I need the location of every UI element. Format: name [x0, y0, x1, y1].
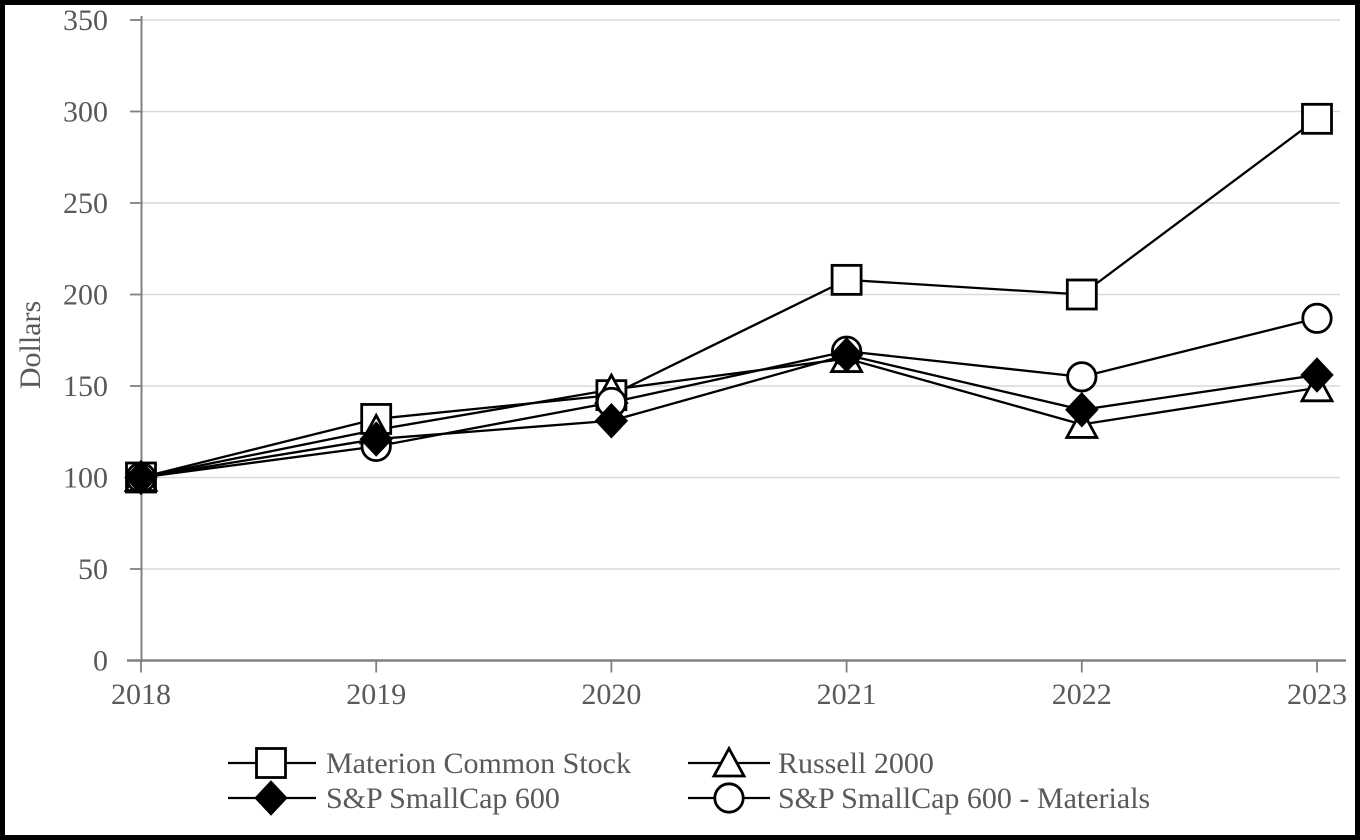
x-tick-label-2020: 2020 [581, 678, 641, 711]
diamond-marker-icon-2018 [124, 459, 158, 496]
series-line-materion-common-stock [140, 117, 1318, 479]
y-tick-label-150: 150 [63, 370, 108, 403]
legend-item-russell-2000: Russell 2000 [688, 745, 934, 780]
y-tick-label-250: 250 [63, 187, 108, 220]
x-tick-label-2023: 2023 [1287, 678, 1347, 711]
x-tick-label-2022: 2022 [1052, 678, 1112, 711]
y-tick-label-200: 200 [63, 279, 108, 312]
markers-russell-2000 [123, 341, 1335, 492]
y-tick-label-50: 50 [78, 553, 108, 586]
gridlines [141, 19, 1340, 570]
markers-materion-common-stock [125, 102, 1333, 494]
legend-label-materion-common-stock: Materion Common Stock [326, 747, 631, 780]
legend-item-materion-common-stock: Materion Common Stock [228, 747, 631, 780]
series-line-s-p-smallcap-600-materials [140, 317, 1318, 479]
circle-marker-icon-2023 [1301, 302, 1333, 334]
series-line-russell-2000 [140, 357, 1318, 479]
x-tick-label-2018: 2018 [111, 678, 171, 711]
diamond-marker-icon-2020 [594, 403, 629, 439]
y-tick-label-300: 300 [63, 96, 108, 129]
x-tick-label-2021: 2021 [817, 678, 877, 711]
axis-labels: 0 50 100 150 200 250 300 350 2018 2019 2020 2021 202… [14, 4, 1347, 711]
circle-marker-icon-2022 [1066, 361, 1098, 393]
markers-s-p-smallcap-600 [124, 337, 1334, 496]
axes [127, 16, 1346, 673]
series-lines [140, 117, 1318, 479]
square-marker-icon-2022 [1065, 278, 1098, 311]
legend-square-marker-icon [255, 747, 287, 779]
legend-label-russell-2000: Russell 2000 [778, 747, 934, 780]
square-marker-icon-2021 [830, 263, 863, 296]
y-tick-label-100: 100 [63, 462, 108, 495]
diamond-marker-icon-2023 [1300, 357, 1334, 393]
markers-s-p-smallcap-600-materials [125, 302, 1333, 494]
y-tick-label-0: 0 [93, 645, 108, 678]
legend-diamond-marker-icon [254, 780, 288, 816]
series-line-s-p-smallcap-600 [140, 353, 1318, 479]
legend-item-s-p-smallcap-600: S&P SmallCap 600 [228, 780, 560, 816]
legend-triangle-marker-icon [711, 745, 747, 778]
legend-circle-marker-icon [713, 782, 745, 814]
series-markers [123, 102, 1335, 496]
diamond-marker-icon-2022 [1065, 392, 1099, 428]
x-tick-label-2019: 2019 [346, 678, 406, 711]
diamond-marker-icon-2019 [359, 421, 393, 457]
y-axis-title: Dollars [14, 301, 47, 389]
legend-label-s-p-smallcap-600-materials: S&P SmallCap 600 - Materials [778, 782, 1150, 815]
legend-label-s-p-smallcap-600: S&P SmallCap 600 [326, 782, 560, 815]
square-marker-icon-2023 [1301, 102, 1333, 135]
diamond-marker-icon-2021 [829, 337, 864, 373]
legend-item-s-p-smallcap-600-materials: S&P SmallCap 600 - Materials [688, 782, 1150, 815]
y-tick-label-350: 350 [63, 4, 108, 37]
